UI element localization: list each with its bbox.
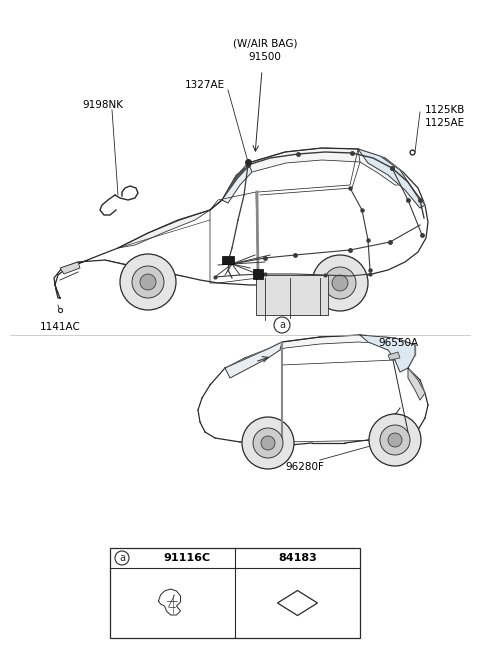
Text: 91500: 91500 — [249, 52, 281, 62]
Text: a: a — [119, 553, 125, 563]
Circle shape — [253, 428, 283, 458]
Circle shape — [312, 255, 368, 311]
Bar — [110, 548, 360, 638]
Polygon shape — [248, 148, 410, 185]
Polygon shape — [118, 200, 222, 248]
Polygon shape — [60, 262, 80, 274]
Text: 96280F: 96280F — [286, 462, 324, 472]
Circle shape — [115, 551, 129, 565]
Text: a: a — [279, 320, 285, 330]
Polygon shape — [360, 335, 415, 372]
Circle shape — [388, 433, 402, 447]
Text: (W/AIR BAG): (W/AIR BAG) — [233, 38, 297, 48]
Text: 84183: 84183 — [278, 553, 317, 563]
Polygon shape — [408, 368, 425, 400]
Circle shape — [120, 254, 176, 310]
Circle shape — [332, 275, 348, 291]
Polygon shape — [276, 335, 415, 352]
Circle shape — [140, 274, 156, 290]
Text: 1327AE: 1327AE — [185, 80, 225, 90]
Circle shape — [261, 436, 275, 450]
Text: 1125AE: 1125AE — [425, 118, 465, 128]
Bar — [256, 275, 328, 315]
Polygon shape — [225, 342, 282, 378]
Text: 91116C: 91116C — [163, 553, 210, 563]
Polygon shape — [222, 163, 252, 203]
Text: 1141AC: 1141AC — [40, 322, 81, 332]
Circle shape — [380, 425, 410, 455]
Circle shape — [274, 317, 290, 333]
Bar — [253, 269, 263, 279]
Text: 9198NK: 9198NK — [83, 100, 123, 110]
Circle shape — [242, 417, 294, 469]
Polygon shape — [388, 352, 400, 360]
Polygon shape — [358, 149, 425, 208]
Circle shape — [132, 266, 164, 298]
Polygon shape — [222, 163, 252, 200]
Text: 96550A: 96550A — [378, 338, 418, 348]
Text: 1125KB: 1125KB — [425, 105, 466, 115]
Circle shape — [369, 414, 421, 466]
Bar — [222, 256, 234, 264]
Circle shape — [324, 267, 356, 299]
